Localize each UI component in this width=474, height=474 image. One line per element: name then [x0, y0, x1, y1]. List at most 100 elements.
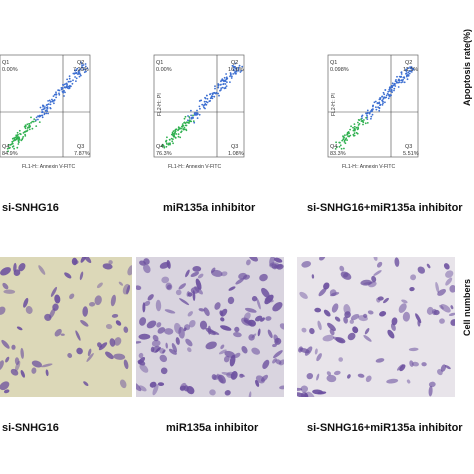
stained-cell	[234, 352, 241, 358]
density-dot	[51, 98, 53, 101]
density-dot	[26, 123, 29, 126]
density-dot	[189, 120, 191, 123]
stained-cell	[316, 373, 320, 381]
stained-cell	[0, 267, 11, 276]
density-dot	[172, 130, 175, 132]
density-dot	[224, 83, 227, 85]
density-dot	[384, 89, 387, 91]
q3-label: Q3	[231, 144, 238, 150]
stained-cell	[205, 327, 216, 336]
density-dot	[387, 97, 390, 100]
density-dot	[341, 139, 344, 142]
density-dot	[44, 109, 47, 112]
density-dot	[16, 136, 19, 139]
y-axis-label: FL2-H:: PI	[331, 93, 337, 116]
density-dot	[196, 117, 199, 119]
stained-cell	[38, 265, 46, 275]
density-dot	[179, 136, 182, 139]
stained-cell	[273, 257, 283, 263]
stained-cell	[279, 385, 284, 390]
stained-cell	[239, 373, 244, 378]
stained-cell	[219, 310, 224, 316]
density-dot	[217, 83, 220, 85]
stained-cell	[210, 267, 216, 273]
stained-cell	[197, 273, 204, 279]
density-dot	[345, 137, 348, 140]
stained-cell	[18, 263, 26, 272]
stained-cell	[71, 257, 78, 266]
stained-cell	[205, 341, 217, 350]
stained-cell	[162, 349, 166, 354]
density-dot	[184, 122, 187, 125]
density-dot	[49, 103, 52, 106]
q4-value: 76.3%	[156, 151, 172, 157]
stained-cell	[16, 326, 23, 331]
stained-cell	[428, 385, 433, 397]
density-dot	[220, 79, 223, 82]
density-dot	[172, 134, 175, 137]
stained-cell	[383, 297, 389, 304]
stained-cell	[304, 346, 313, 356]
density-dot	[185, 129, 188, 132]
flow-plot-si-snhg16: Q1 0.00% Q2 7.20% Q4 84.9% Q3 7.87% FL1-…	[0, 50, 93, 175]
stained-cell	[183, 385, 189, 392]
density-dot	[400, 75, 403, 78]
density-dot	[175, 133, 178, 135]
density-dot	[401, 81, 404, 83]
density-dot	[81, 62, 83, 65]
density-dot	[41, 104, 44, 107]
stained-cell	[159, 348, 165, 354]
micrograph-si-snhg16	[0, 257, 132, 397]
density-dot	[225, 85, 228, 87]
stained-cell	[0, 360, 4, 371]
density-dot	[172, 142, 174, 145]
density-dot	[393, 89, 395, 92]
stained-cell	[220, 344, 225, 350]
density-dot	[86, 67, 89, 70]
density-dot	[229, 74, 232, 76]
stained-cell	[360, 279, 372, 286]
stained-cell	[152, 345, 160, 353]
density-dot	[383, 96, 385, 99]
stained-cell	[241, 317, 252, 326]
side-label-apoptosis: Apoptosis rate(%)	[462, 28, 472, 106]
stained-cell	[301, 260, 312, 268]
flow-plot-svg: Q1 0.00% Q2 7.20% Q4 84.9% Q3 7.87% FL1-…	[0, 54, 91, 170]
flow-plot-svg: FL2-H:: PI Q1 0.00% Q2 16.6% Q4 76.3% Q3…	[153, 54, 245, 170]
stained-cell	[343, 272, 349, 278]
stained-cell	[357, 373, 365, 378]
density-dot	[39, 106, 42, 109]
stained-cell	[300, 391, 308, 397]
density-dot	[221, 86, 224, 89]
stained-cell	[216, 373, 224, 384]
scatter-density	[6, 61, 89, 153]
density-dot	[400, 81, 403, 84]
stained-cell	[256, 298, 261, 310]
stained-cell	[164, 328, 174, 335]
stained-cell	[260, 317, 265, 322]
stained-cell	[102, 263, 113, 270]
density-dot	[72, 72, 75, 75]
density-dot	[347, 131, 350, 133]
density-dot	[213, 92, 216, 94]
q3-value: 1.08%	[228, 151, 244, 157]
stained-cell	[261, 287, 270, 298]
density-dot	[190, 114, 192, 117]
stained-cell	[109, 338, 116, 347]
stained-cell	[79, 271, 84, 281]
density-dot	[234, 71, 237, 73]
stained-cell	[187, 347, 192, 353]
stained-cell	[394, 257, 400, 267]
density-dot	[62, 83, 64, 86]
density-dot	[190, 109, 192, 112]
stained-cell	[440, 364, 447, 372]
stained-cell	[244, 307, 257, 313]
density-dot	[180, 125, 183, 128]
density-dot	[407, 67, 410, 69]
stained-cell	[185, 269, 190, 278]
stained-cell	[386, 378, 399, 384]
density-dot	[65, 82, 67, 85]
density-dot	[390, 89, 393, 92]
stained-cells	[297, 257, 455, 397]
density-dot	[49, 101, 52, 103]
